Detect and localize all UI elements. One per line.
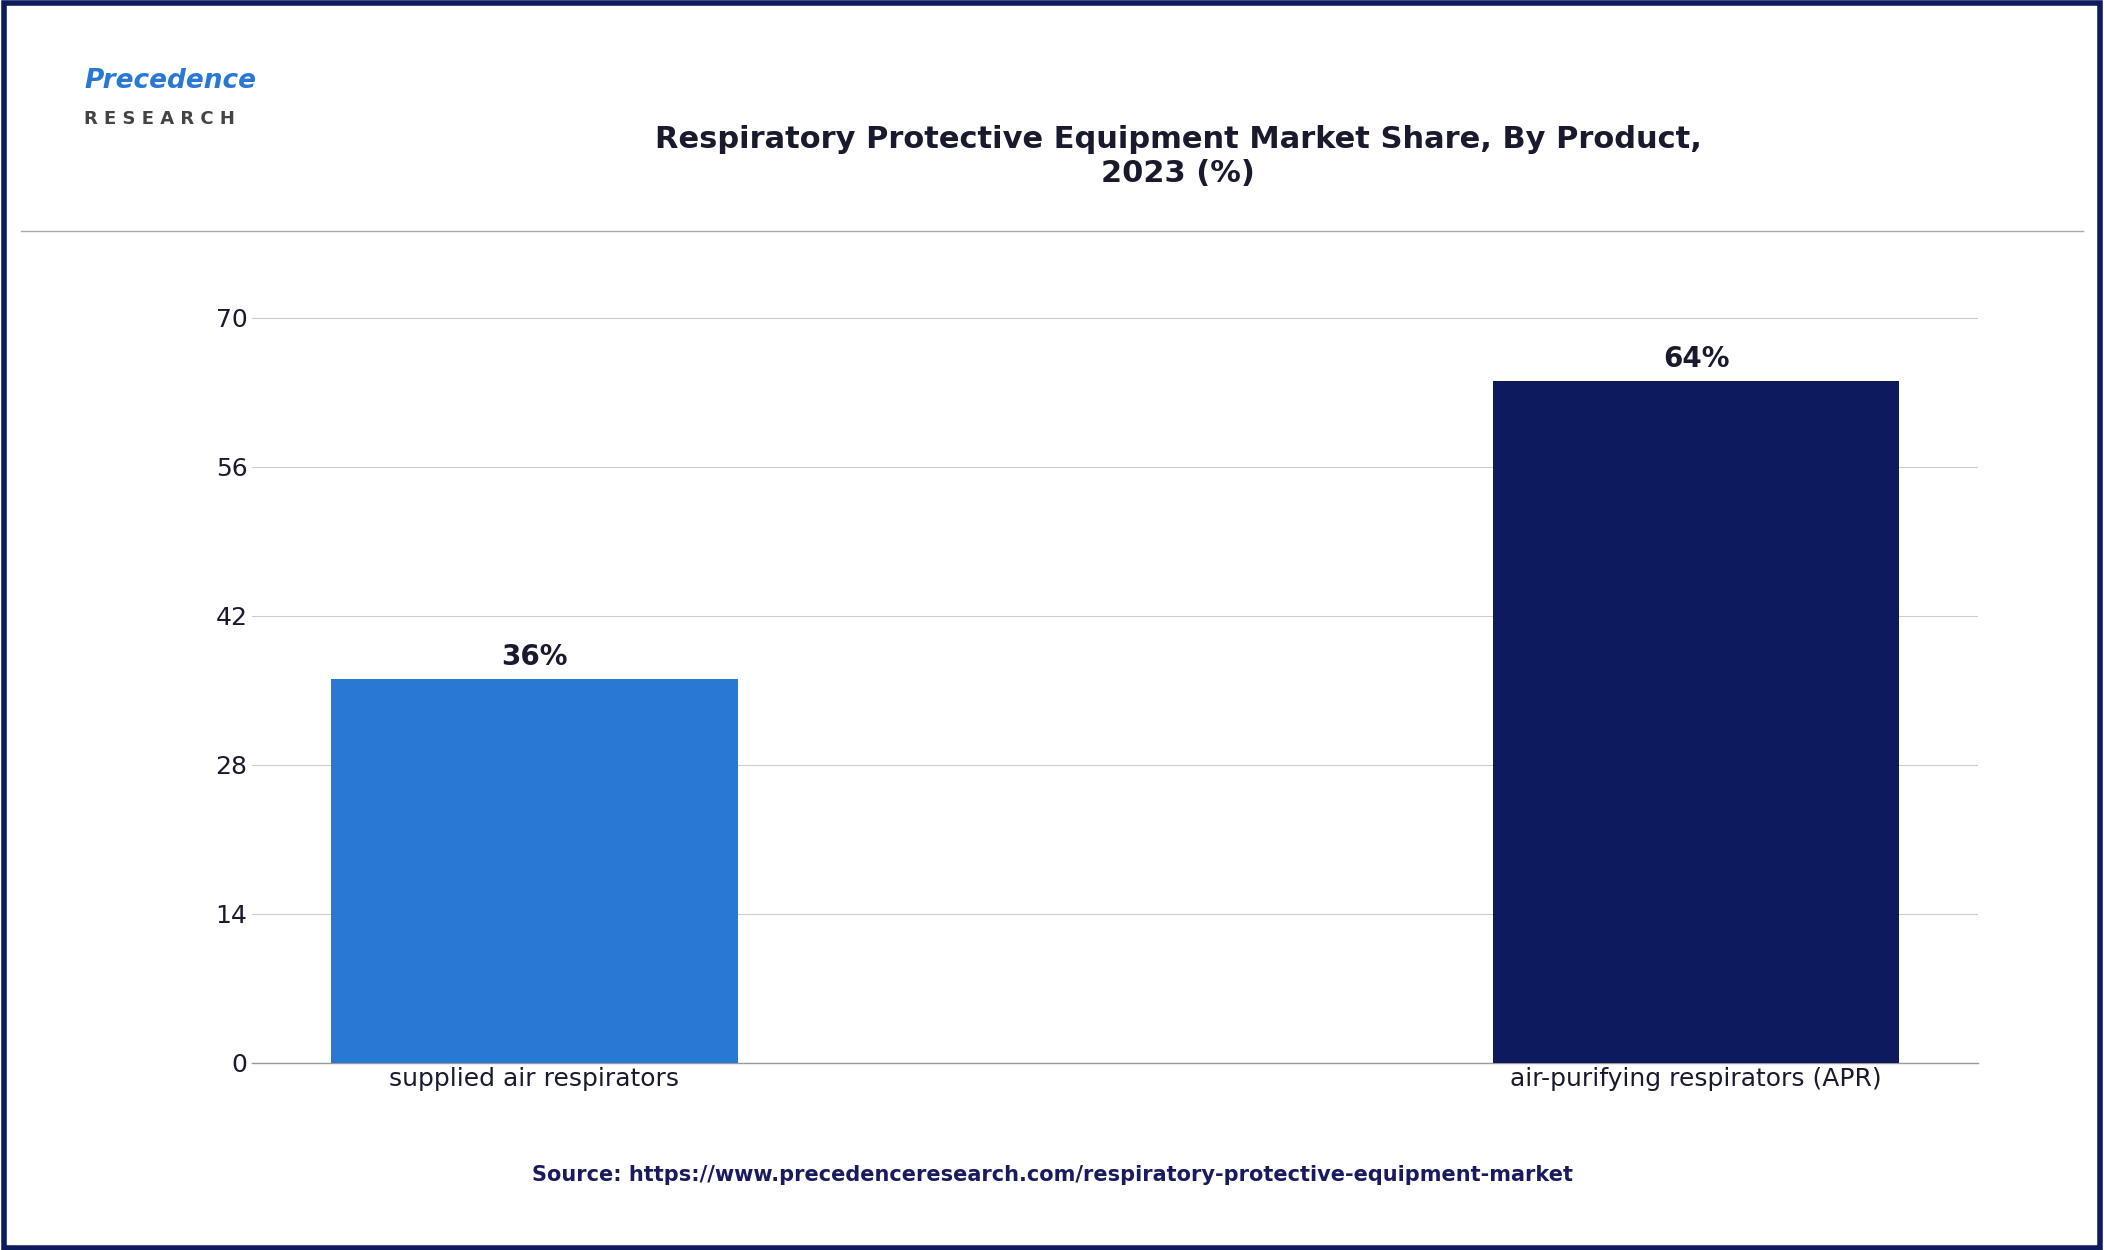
- Text: Precedence: Precedence: [84, 69, 257, 94]
- Text: 36%: 36%: [501, 642, 568, 671]
- Bar: [1492, 381, 1900, 1062]
- Text: Source: https://www.precedenceresearch.com/respiratory-protective-equipment-mark: Source: https://www.precedenceresearch.c…: [532, 1165, 1572, 1185]
- Bar: [330, 680, 739, 1062]
- Text: 64%: 64%: [1662, 345, 1729, 372]
- Text: Respiratory Protective Equipment Market Share, By Product,
2023 (%): Respiratory Protective Equipment Market …: [654, 125, 1702, 188]
- Text: R E S E A R C H: R E S E A R C H: [84, 110, 236, 128]
